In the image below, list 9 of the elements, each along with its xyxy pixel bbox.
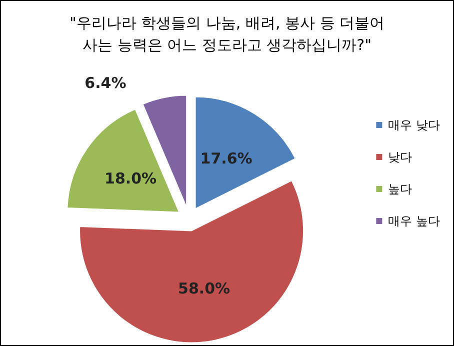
data-label: 17.6% [200, 150, 252, 168]
data-label: 6.4% [84, 74, 126, 92]
legend-label: 매우 낮다 [388, 118, 440, 132]
legend-label: 매우 높다 [388, 214, 440, 228]
chart-title: "우리나라 학생들의 나눔, 배려, 봉사 등 더불어 사는 능력은 어느 정도라고 생각하십니까?" [69, 14, 385, 54]
legend-label: 높다 [388, 182, 412, 196]
data-label: 58.0% [178, 279, 230, 298]
legend-label: 낮다 [388, 150, 412, 164]
data-label: 18.0% [104, 170, 157, 188]
